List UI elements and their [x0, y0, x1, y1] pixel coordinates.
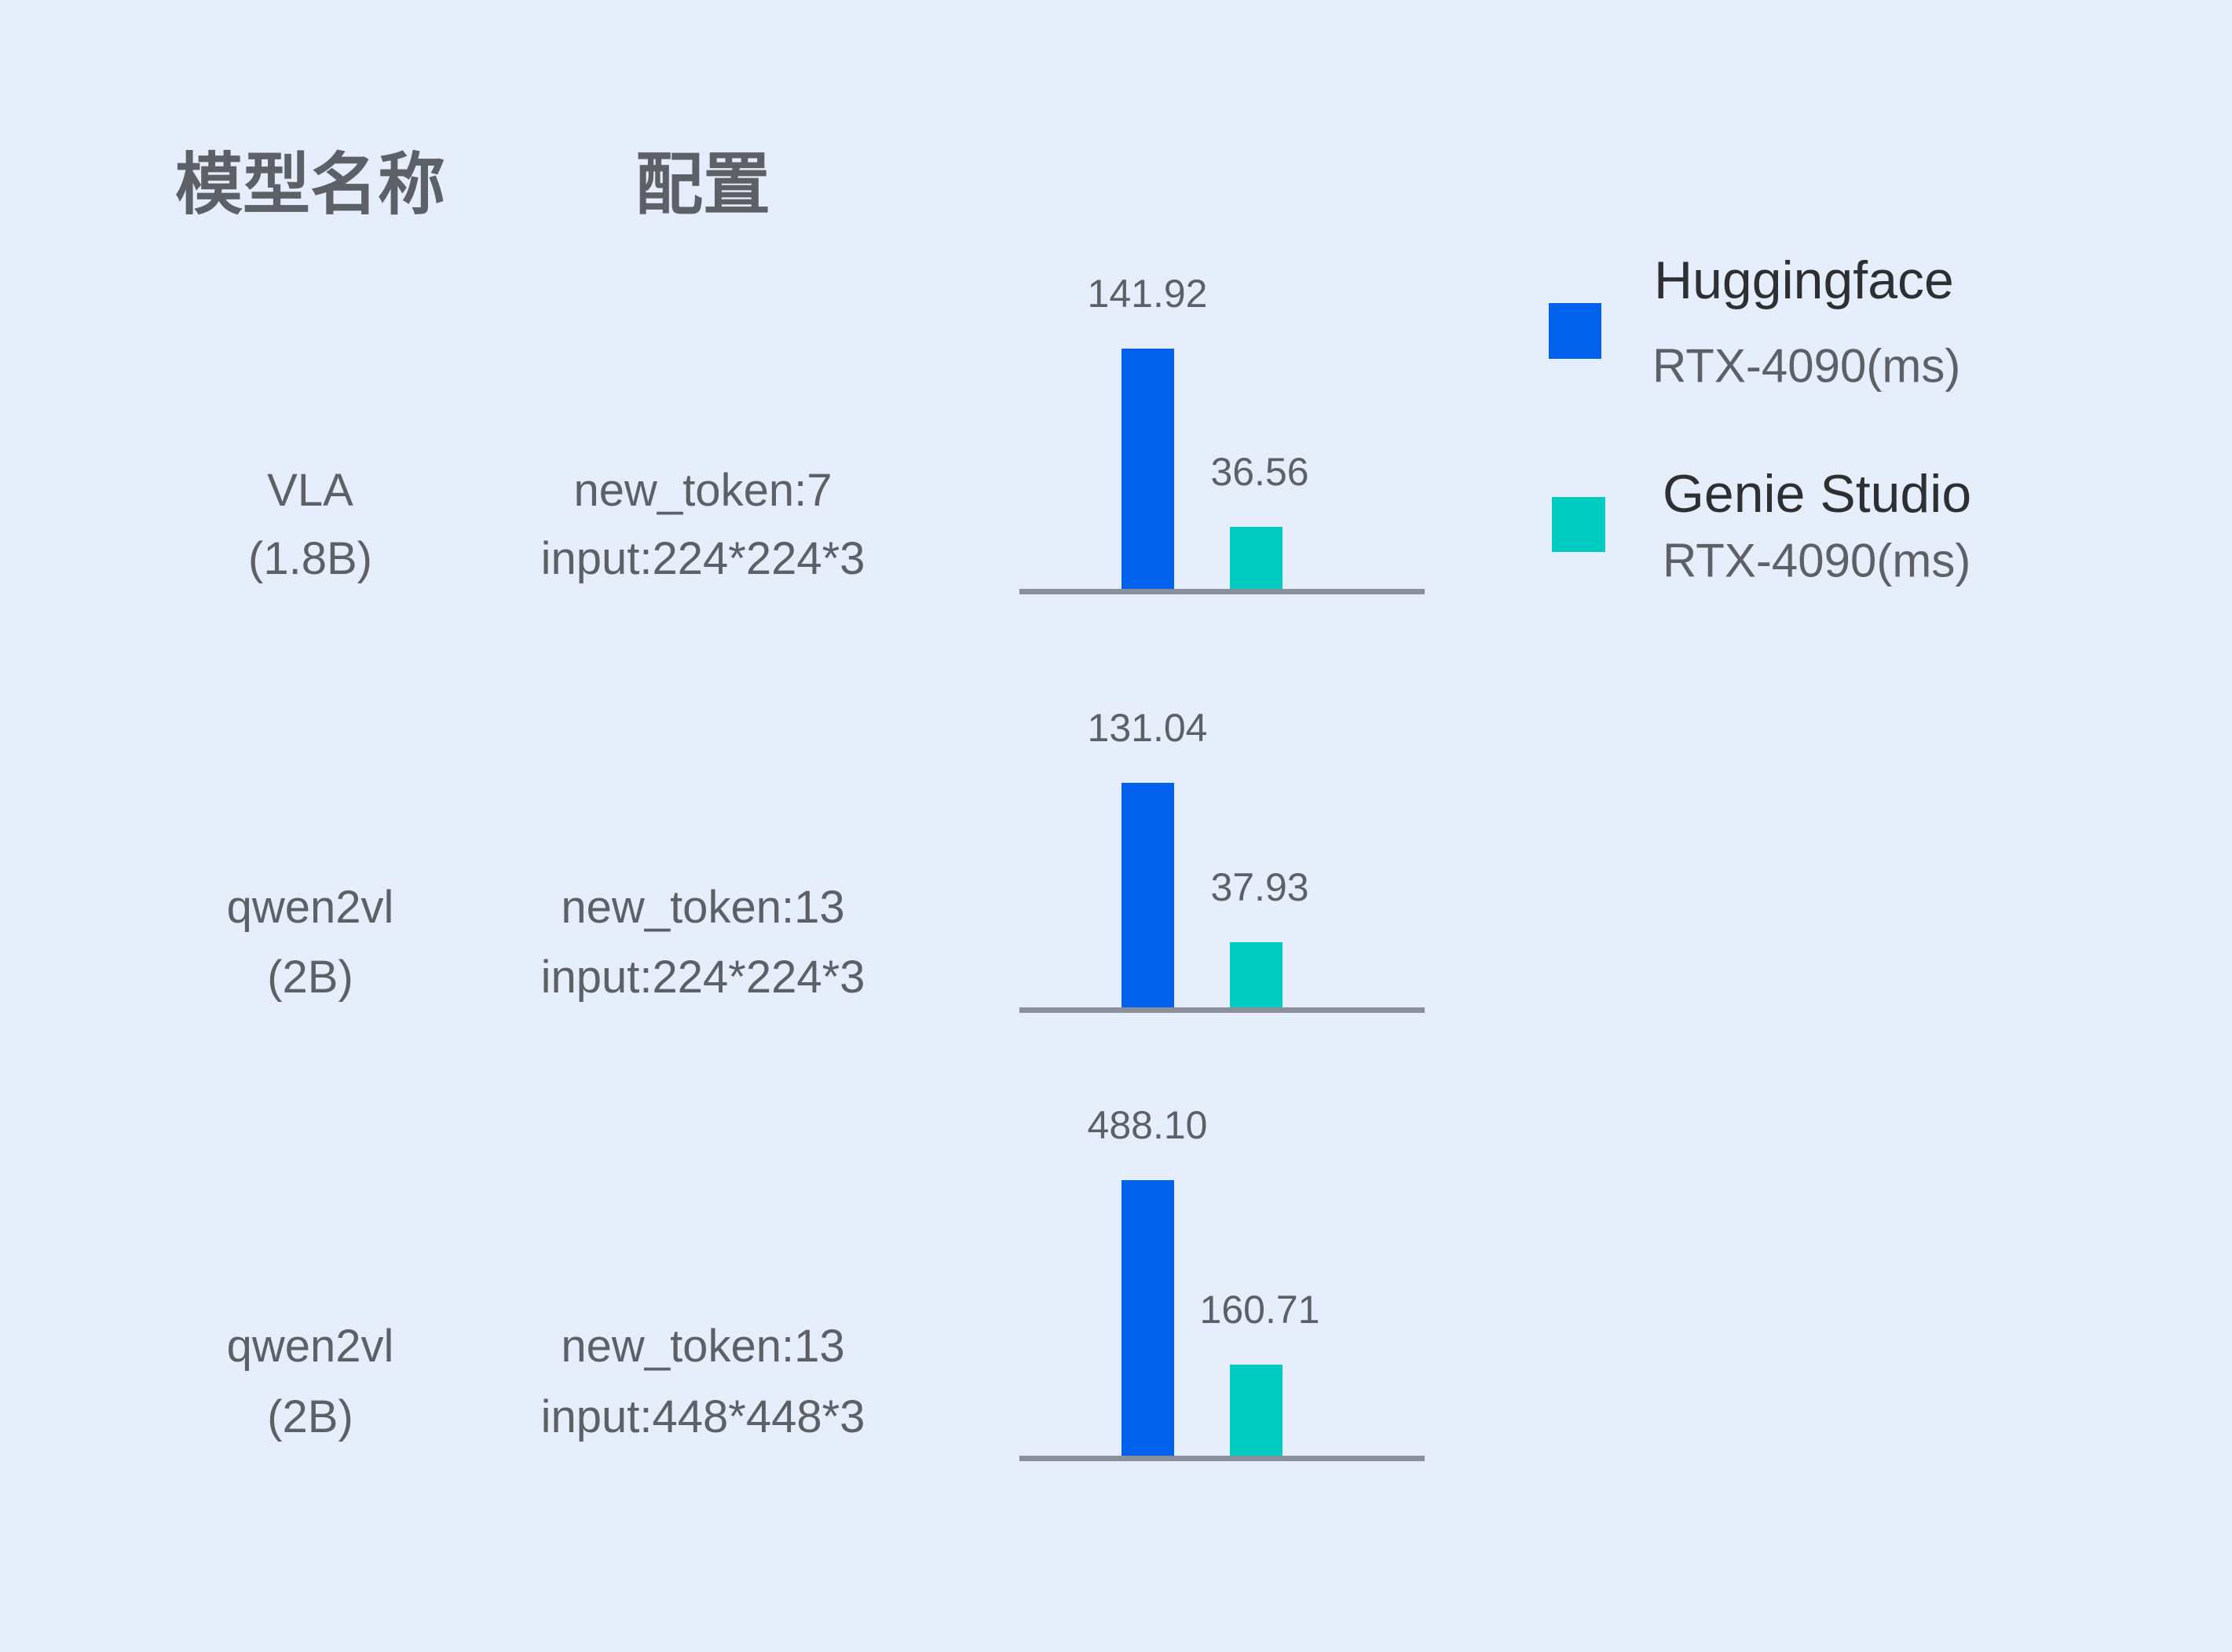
value-label-genie-studio: 36.56 [1210, 450, 1309, 495]
value-label-huggingface: 141.92 [1087, 272, 1208, 316]
bar-genie-studio [1230, 527, 1282, 589]
config-input: input:224*224*3 [540, 952, 865, 1003]
legend-swatch-huggingface [1549, 303, 1601, 359]
bar-huggingface [1121, 349, 1174, 592]
value-label-huggingface: 488.10 [1087, 1103, 1208, 1147]
bar-genie-studio [1230, 1365, 1282, 1456]
bar-huggingface [1121, 1180, 1174, 1459]
config-input: input:448*448*3 [540, 1391, 865, 1442]
legend-swatch-genie-studio [1552, 497, 1605, 552]
model-size: (2B) [267, 1391, 353, 1442]
value-label-huggingface: 131.04 [1087, 706, 1208, 750]
bar-huggingface [1121, 783, 1174, 1011]
config-new-token: new_token:13 [561, 882, 845, 933]
value-label-genie-studio: 37.93 [1210, 865, 1309, 910]
value-label-genie-studio: 160.71 [1199, 1288, 1320, 1332]
x-axis-baseline [1019, 1456, 1425, 1461]
legend-title-huggingface: Huggingface [1654, 250, 1954, 310]
model-size: (2B) [267, 952, 353, 1003]
model-name: VLA [267, 465, 353, 516]
header-config: 配置 [635, 145, 770, 225]
config-input: input:224*224*3 [540, 533, 865, 584]
model-name: qwen2vl [226, 1321, 394, 1372]
legend-title-genie-studio: Genie Studio [1663, 464, 1972, 524]
model-name: qwen2vl [226, 882, 394, 933]
x-axis-baseline [1019, 589, 1425, 594]
header-model-name: 模型名称 [175, 145, 445, 225]
config-new-token: new_token:7 [573, 465, 832, 516]
config-new-token: new_token:13 [561, 1321, 845, 1372]
bar-genie-studio [1230, 942, 1282, 1007]
model-size: (1.8B) [248, 533, 372, 584]
legend-subtitle-genie-studio: RTX-4090(ms) [1663, 534, 1971, 587]
x-axis-baseline [1019, 1007, 1425, 1013]
legend-subtitle-huggingface: RTX-4090(ms) [1652, 339, 1961, 393]
